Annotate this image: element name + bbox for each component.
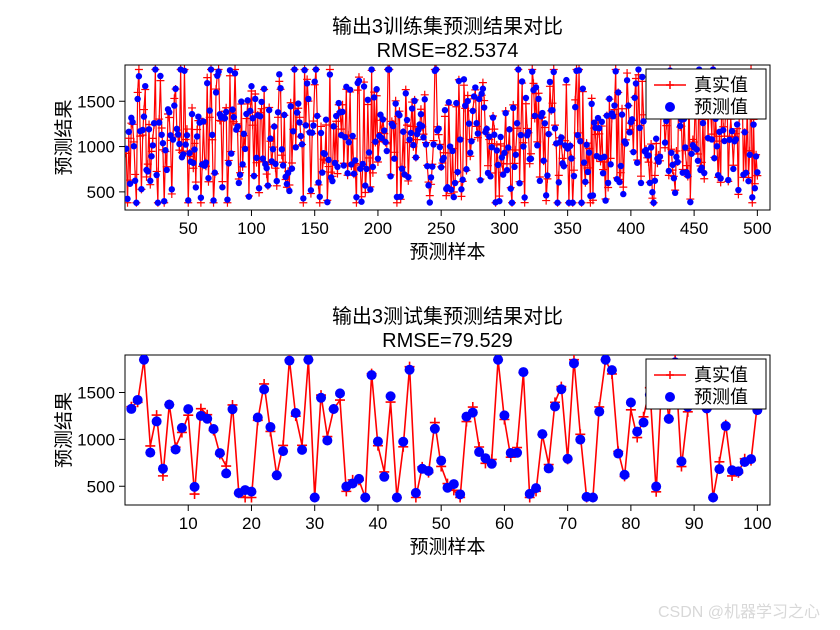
svg-text:预测值: 预测值 [694,97,748,117]
svg-text:80: 80 [621,514,640,533]
svg-text:500: 500 [743,219,771,238]
svg-text:RMSE=82.5374: RMSE=82.5374 [377,40,519,62]
svg-text:1000: 1000 [77,430,115,449]
svg-text:100: 100 [743,514,771,533]
svg-text:100: 100 [237,219,265,238]
svg-text:1000: 1000 [77,138,115,157]
svg-text:50: 50 [179,219,198,238]
svg-text:250: 250 [427,219,455,238]
svg-text:150: 150 [301,219,329,238]
svg-text:预测结果: 预测结果 [53,392,75,468]
svg-text:90: 90 [685,514,704,533]
svg-text:真实值: 真实值 [694,75,748,95]
svg-text:30: 30 [305,514,324,533]
svg-text:400: 400 [617,219,645,238]
svg-text:输出3测试集预测结果对比: 输出3测试集预测结果对比 [332,305,563,328]
svg-text:输出3训练集预测结果对比: 输出3训练集预测结果对比 [332,15,563,38]
svg-text:200: 200 [364,219,392,238]
figure-svg: 输出3训练集预测结果对比RMSE=82.5374 50 100 150 200 250 30… [50,10,790,610]
svg-text:450: 450 [680,219,708,238]
svg-text:1500: 1500 [77,384,115,403]
svg-text:500: 500 [87,477,115,496]
svg-text:20: 20 [242,514,261,533]
svg-text:真实值: 真实值 [694,365,748,385]
svg-text:预测样本: 预测样本 [409,241,485,263]
svg-text:50: 50 [432,514,451,533]
svg-text:300: 300 [490,219,518,238]
svg-text:10: 10 [179,514,198,533]
svg-text:RMSE=79.529: RMSE=79.529 [382,330,513,352]
svg-text:500: 500 [87,183,115,202]
svg-text:40: 40 [368,514,387,533]
svg-text:350: 350 [553,219,581,238]
svg-text:70: 70 [558,514,577,533]
svg-text:预测样本: 预测样本 [409,536,485,558]
svg-text:预测结果: 预测结果 [53,99,75,175]
svg-text:预测值: 预测值 [694,387,748,407]
figure-container: 输出3训练集预测结果对比RMSE=82.5374 50 100 150 200 250 30… [50,10,790,610]
svg-text:1500: 1500 [77,92,115,111]
svg-text:60: 60 [495,514,514,533]
